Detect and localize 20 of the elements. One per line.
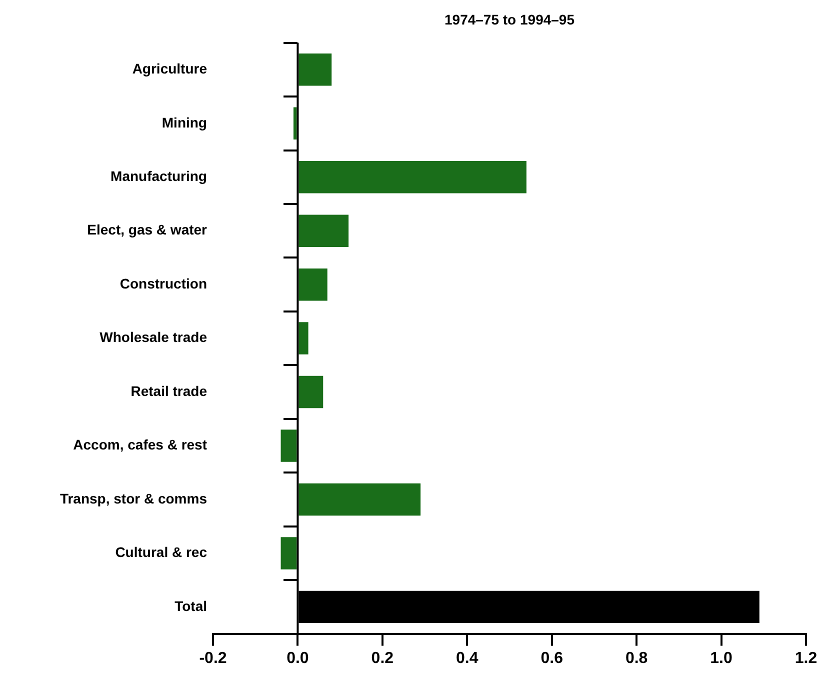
x-tick-label: 1.0 xyxy=(710,650,733,667)
y-tick-label: Retail trade xyxy=(130,382,208,399)
x-tick-label: 0.8 xyxy=(625,650,648,667)
y-tick-label: Mining xyxy=(162,114,207,130)
y-tick-label: Elect, gas & water xyxy=(87,222,208,238)
y-tick-label: Wholesale trade xyxy=(100,329,208,346)
x-tick-label: 0.2 xyxy=(371,650,394,667)
y-tick-label: Accom, cafes & rest xyxy=(73,436,208,453)
y-tick-label: Manufacturing xyxy=(110,168,207,184)
y-tick-label: Construction xyxy=(120,275,207,292)
x-tick-label: -0.2 xyxy=(199,650,227,667)
y-tick-label: Cultural & rec xyxy=(115,544,208,560)
x-tick-label: 0.6 xyxy=(540,650,564,667)
y-tick-label: Total xyxy=(174,598,207,614)
y-tick-label: Transp, stor & comms xyxy=(60,490,208,506)
chart-title: 1974–75 to 1994–95 xyxy=(444,11,575,28)
x-tick-label: 0.0 xyxy=(286,650,309,667)
x-tick-label: 1.2 xyxy=(794,650,818,667)
x-tick-label: 0.4 xyxy=(456,650,478,667)
y-tick-label: Agriculture xyxy=(132,60,208,77)
